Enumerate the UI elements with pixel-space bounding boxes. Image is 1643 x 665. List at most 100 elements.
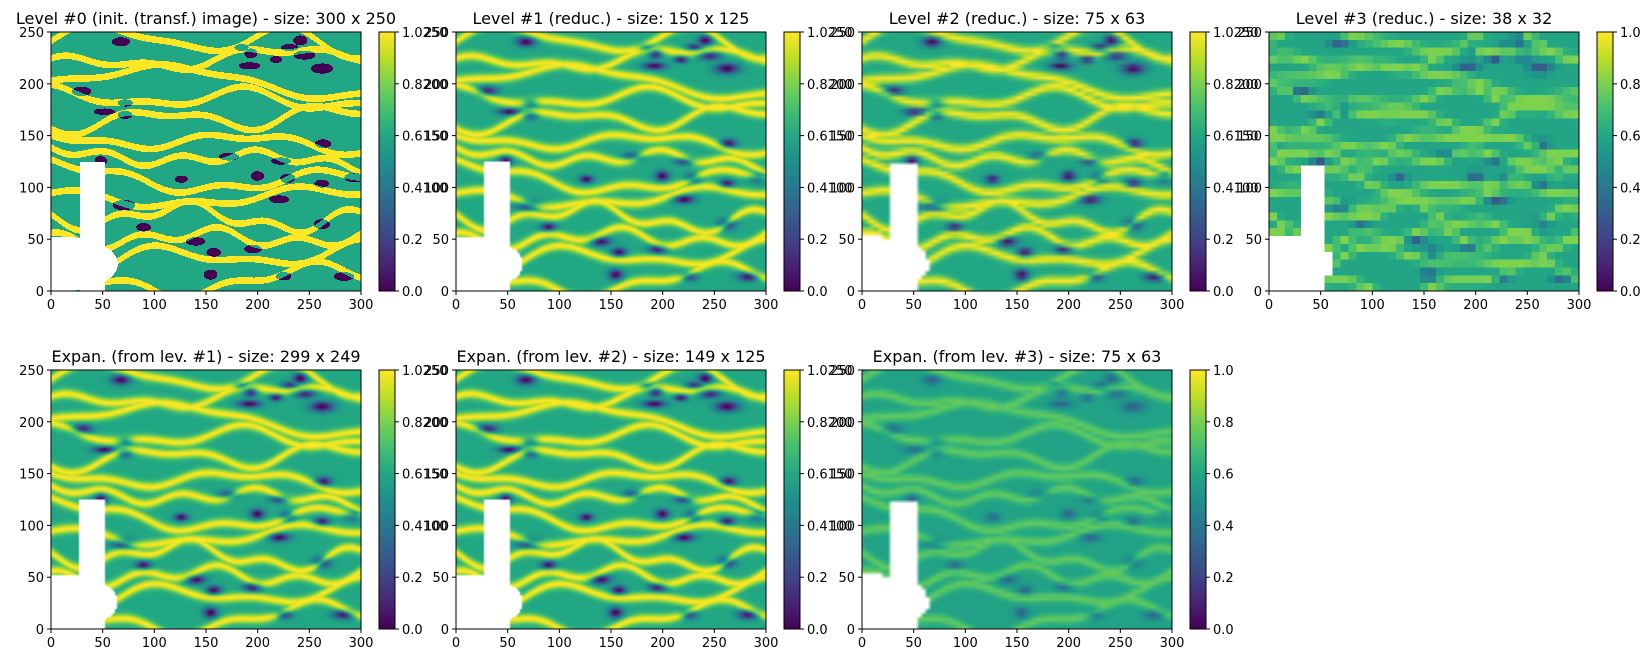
x-tick-label: 100: [547, 298, 572, 313]
x-tick-label: 0: [47, 298, 55, 313]
y-tick-label: 200: [19, 416, 44, 431]
colorbar: [783, 369, 801, 630]
y-tick-label: 100: [19, 519, 44, 534]
colorbar-tick-label: 0.0: [1213, 623, 1234, 638]
colorbar-tick-label: 0.2: [402, 233, 423, 248]
colorbar-tick-label: 0.0: [1620, 285, 1641, 300]
colorbar-tick-label: 0.2: [1213, 233, 1234, 248]
colorbar-tick-label: 0.8200: [402, 416, 448, 431]
y-tick-label: 0: [36, 285, 44, 300]
subplot-title: Expan. (from lev. #1) - size: 299 x 249: [51, 347, 360, 366]
colorbar-tick-label: 0.0: [1213, 285, 1234, 300]
heatmap-image: [862, 370, 1172, 629]
colorbar: [1596, 31, 1614, 292]
y-tick-label: 100: [424, 519, 449, 534]
x-tick-label: 300: [1160, 298, 1185, 313]
x-tick-label: 300: [754, 636, 779, 651]
x-tick-label: 250: [1108, 636, 1133, 651]
y-tick-label: 50: [838, 571, 855, 586]
colorbar-tick-label: 1.0: [1213, 364, 1234, 379]
colorbar-tick-label: 0.4100: [807, 519, 853, 534]
y-tick-label: 0: [1254, 285, 1262, 300]
heatmap-image: [862, 32, 1172, 291]
y-tick-label: 0: [847, 285, 855, 300]
y-tick-label: 50: [27, 233, 44, 248]
x-tick-label: 50: [499, 298, 516, 313]
x-tick-label: 100: [1360, 298, 1385, 313]
subplot-title: Level #3 (reduc.) - size: 38 x 32: [1296, 9, 1553, 28]
y-tick-label: 150: [424, 468, 449, 483]
colorbar-tick-label: 1.0: [1620, 26, 1641, 41]
y-tick-label: 100: [1237, 181, 1262, 196]
y-tick-label: 50: [27, 571, 44, 586]
subplot-title: Level #2 (reduc.) - size: 75 x 63: [889, 9, 1146, 28]
y-tick-label: 200: [830, 416, 855, 431]
subplot-4: Expan. (from lev. #1) - size: 299 x 249 0…: [19, 347, 447, 651]
colorbar-tick-label: 0.4: [1620, 181, 1641, 196]
x-tick-label: 50: [94, 636, 111, 651]
subplot-title: Level #0 (init. (transf.) image) - size:…: [16, 9, 396, 28]
y-tick-label: 0: [36, 623, 44, 638]
x-tick-label: 250: [297, 298, 322, 313]
colorbar-tick-label: 1.0250: [807, 364, 853, 379]
colorbar: [1189, 31, 1207, 292]
subplot-0: Level #0 (init. (transf.) image) - size:…: [16, 9, 448, 313]
y-tick-label: 50: [838, 233, 855, 248]
x-tick-label: 150: [599, 636, 624, 651]
colorbar: [378, 369, 396, 630]
x-tick-label: 200: [245, 298, 270, 313]
x-tick-label: 50: [499, 636, 516, 651]
x-tick-label: 50: [905, 636, 922, 651]
colorbar-tick-label: 0.6: [1213, 468, 1234, 483]
x-tick-label: 50: [1312, 298, 1329, 313]
y-tick-label: 200: [19, 78, 44, 93]
colorbar-tick-label: 0.0: [807, 285, 828, 300]
x-tick-label: 150: [599, 298, 624, 313]
colorbar-tick-label: 0.0: [402, 623, 423, 638]
subplot-title: Expan. (from lev. #2) - size: 149 x 125: [456, 347, 765, 366]
subplot-title: Expan. (from lev. #3) - size: 75 x 63: [873, 347, 1162, 366]
y-tick-label: 250: [830, 26, 855, 41]
x-tick-label: 250: [702, 298, 727, 313]
x-tick-label: 300: [349, 298, 374, 313]
colorbar-tick-label: 0.0: [402, 285, 423, 300]
x-tick-label: 250: [1515, 298, 1540, 313]
y-tick-label: 150: [19, 468, 44, 483]
x-tick-label: 200: [650, 636, 675, 651]
colorbar-tick-label: 0.8200: [402, 78, 448, 93]
subplot-6: Expan. (from lev. #3) - size: 75 x 63 0 50…: [830, 347, 1234, 651]
x-tick-label: 200: [1056, 636, 1081, 651]
colorbar-tick-label: 1.0250: [807, 26, 853, 41]
y-tick-label: 150: [830, 468, 855, 483]
heatmap-image: [1269, 32, 1579, 291]
y-tick-label: 150: [830, 130, 855, 145]
x-tick-label: 300: [349, 636, 374, 651]
colorbar-tick-label: 0.8: [1213, 416, 1234, 431]
colorbar-tick-label: 0.8200: [807, 78, 853, 93]
y-tick-label: 0: [441, 623, 449, 638]
x-tick-label: 0: [452, 298, 460, 313]
y-tick-label: 250: [830, 364, 855, 379]
y-tick-label: 100: [424, 181, 449, 196]
y-tick-label: 200: [1237, 78, 1262, 93]
subplot-2: Level #2 (reduc.) - size: 75 x 63 0 50 100 1…: [830, 9, 1258, 313]
heatmap-image: [456, 370, 766, 629]
x-tick-label: 150: [1005, 298, 1030, 313]
colorbar-tick-label: 0.6150: [807, 130, 853, 145]
y-tick-label: 250: [424, 26, 449, 41]
colorbar: [378, 31, 396, 292]
colorbar-tick-label: 1.0250: [402, 26, 448, 41]
x-tick-label: 0: [858, 298, 866, 313]
y-tick-label: 50: [1245, 233, 1262, 248]
y-tick-label: 200: [830, 78, 855, 93]
colorbar-tick-label: 0.4: [1213, 519, 1234, 534]
x-tick-label: 150: [194, 636, 219, 651]
y-tick-label: 50: [432, 571, 449, 586]
colorbar-tick-label: 0.0: [807, 623, 828, 638]
x-tick-label: 100: [547, 636, 572, 651]
heatmap-image: [51, 32, 361, 291]
colorbar-tick-label: 0.4100: [1213, 181, 1259, 196]
x-tick-label: 50: [94, 298, 111, 313]
y-tick-label: 0: [441, 285, 449, 300]
